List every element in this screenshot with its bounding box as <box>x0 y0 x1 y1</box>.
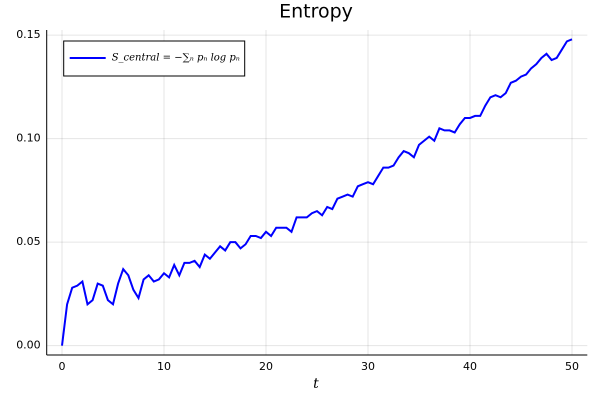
chart-title: Entropy <box>279 1 353 23</box>
x-tick-label: 30 <box>361 360 375 373</box>
x-tick-label: 0 <box>59 360 66 373</box>
y-tick-label: 0.00 <box>16 339 41 352</box>
legend-label: S_central = −∑ₙ pₙ log pₙ <box>112 53 240 64</box>
y-tick-label: 0.10 <box>16 132 41 145</box>
x-tick-label: 20 <box>259 360 273 373</box>
y-tick-label: 0.15 <box>16 28 41 41</box>
x-tick-label: 10 <box>157 360 171 373</box>
line <box>61 38 573 346</box>
x-tick-label: 50 <box>565 360 579 373</box>
x-axis-label: t <box>313 376 319 392</box>
x-tick-label: 40 <box>463 360 477 373</box>
y-tick-label: 0.05 <box>16 235 41 248</box>
